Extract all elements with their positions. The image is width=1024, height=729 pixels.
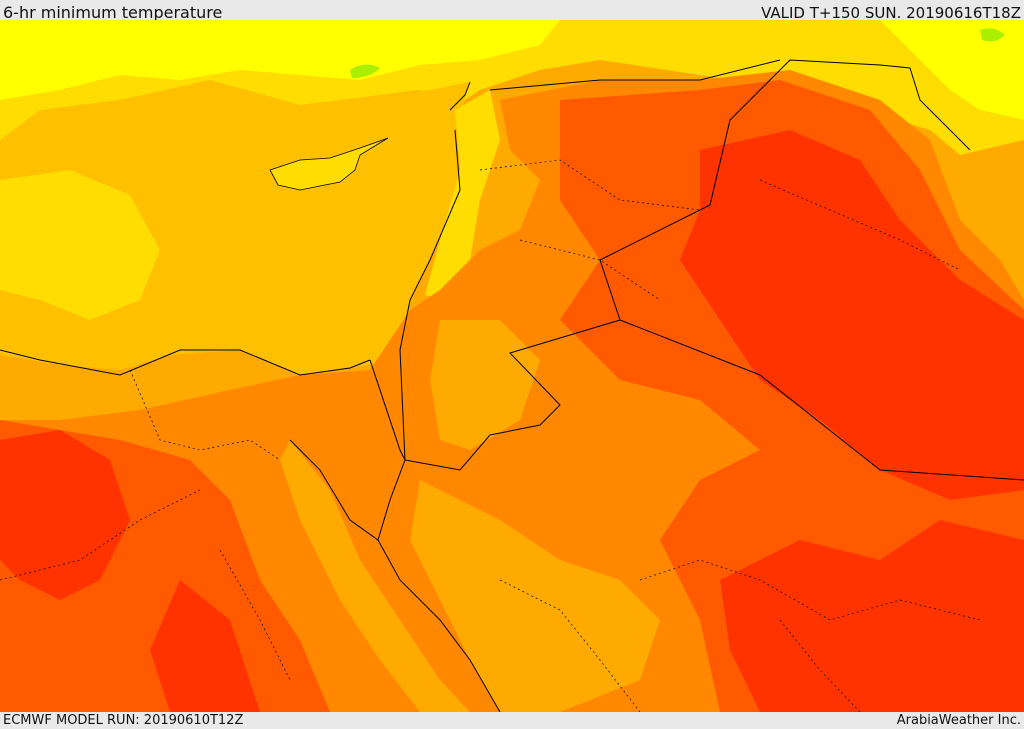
temperature-map[interactable] bbox=[0, 20, 1024, 712]
redsea-orange bbox=[280, 440, 470, 712]
green-patch bbox=[350, 64, 380, 78]
cyprus bbox=[269, 137, 389, 191]
egypt-red-2 bbox=[150, 580, 260, 712]
credit-label: ArabiaWeather Inc. bbox=[896, 713, 1021, 728]
north-light-yellow bbox=[0, 20, 560, 100]
map-canvas bbox=[0, 20, 1024, 712]
valid-time: VALID T+150 SUN. 20190616T18Z bbox=[761, 4, 1021, 22]
map-title: 6-hr minimum temperature bbox=[3, 3, 223, 22]
model-run-label: ECMWF MODEL RUN: 20190610T12Z bbox=[3, 713, 244, 728]
northeast-light-yellow bbox=[880, 20, 1024, 120]
country-borders bbox=[0, 59, 1024, 712]
admin-borders bbox=[0, 159, 981, 712]
sea-yellow-west bbox=[0, 170, 160, 320]
arabia-orange bbox=[410, 480, 660, 712]
footer-bar: ECMWF MODEL RUN: 20190610T12Z ArabiaWeat… bbox=[0, 712, 1024, 729]
levant-yellow-strip bbox=[425, 90, 500, 300]
header-bar: 6-hr minimum temperature VALID T+150 SUN… bbox=[0, 0, 1024, 22]
green-patch-2 bbox=[980, 28, 1005, 42]
egypt-red bbox=[0, 430, 130, 600]
iraq-red bbox=[680, 130, 1024, 500]
south-red bbox=[720, 520, 1024, 712]
